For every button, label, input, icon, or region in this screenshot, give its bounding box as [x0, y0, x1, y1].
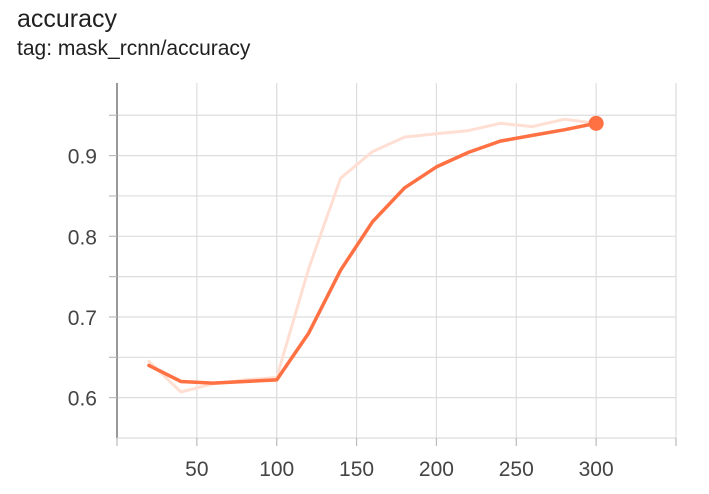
- y-tick-label: 0.8: [68, 226, 97, 249]
- horizontal-gridlines: [117, 114, 676, 399]
- x-tick-label: 50: [185, 458, 208, 481]
- last-point-marker-group: [588, 115, 604, 131]
- x-tick-label: 150: [339, 458, 374, 481]
- axes: [116, 83, 676, 439]
- chart-tag: tag: mask_rcnn/accuracy: [17, 37, 251, 60]
- y-tick-label: 0.9: [68, 146, 97, 169]
- raw-series-line: [147, 117, 598, 394]
- y-axis-ticks: 0.6 0.7 0.8 0.9: [68, 114, 117, 411]
- last-point-marker: [588, 115, 604, 131]
- vertical-gridlines: [196, 83, 677, 438]
- y-tick-label: 0.7: [68, 307, 97, 330]
- x-axis-ticks: 50 100 150 200 250 300: [116, 438, 677, 481]
- chart-title: accuracy: [17, 5, 118, 33]
- x-tick-label: 100: [259, 458, 294, 481]
- x-tick-label: 250: [499, 458, 534, 481]
- y-tick-label: 0.6: [68, 388, 97, 411]
- smoothed-series-line: [147, 121, 598, 385]
- x-tick-label: 200: [419, 458, 454, 481]
- series-lines: [147, 117, 598, 394]
- x-tick-label: 300: [579, 458, 614, 481]
